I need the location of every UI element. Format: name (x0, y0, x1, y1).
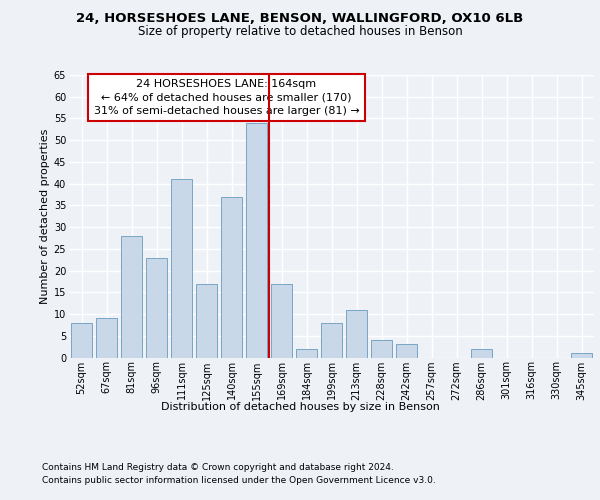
Bar (396, 344, 417, 358)
Text: 24, HORSESHOES LANE, BENSON, WALLINGFORD, OX10 6LB: 24, HORSESHOES LANE, BENSON, WALLINGFORD… (76, 12, 524, 26)
Bar (321, 322, 342, 358)
Bar (271, 284, 292, 358)
Bar (296, 349, 317, 358)
Text: Contains HM Land Registry data © Crown copyright and database right 2024.: Contains HM Land Registry data © Crown c… (42, 462, 394, 471)
Bar (571, 353, 592, 358)
Bar (146, 258, 167, 358)
Bar (171, 180, 192, 358)
Y-axis label: Number of detached properties: Number of detached properties (40, 128, 50, 304)
Bar (371, 340, 392, 357)
Bar (346, 310, 367, 358)
Bar (471, 349, 492, 358)
Bar (96, 318, 117, 358)
Text: Size of property relative to detached houses in Benson: Size of property relative to detached ho… (137, 25, 463, 38)
Bar (121, 236, 142, 358)
Bar (221, 196, 242, 358)
Bar (196, 284, 217, 358)
Text: Distribution of detached houses by size in Benson: Distribution of detached houses by size … (161, 402, 439, 412)
Bar (71, 322, 92, 358)
Bar (246, 123, 267, 358)
Text: 24 HORSESHOES LANE: 164sqm
← 64% of detached houses are smaller (170)
31% of sem: 24 HORSESHOES LANE: 164sqm ← 64% of deta… (94, 79, 359, 116)
Text: Contains public sector information licensed under the Open Government Licence v3: Contains public sector information licen… (42, 476, 436, 485)
